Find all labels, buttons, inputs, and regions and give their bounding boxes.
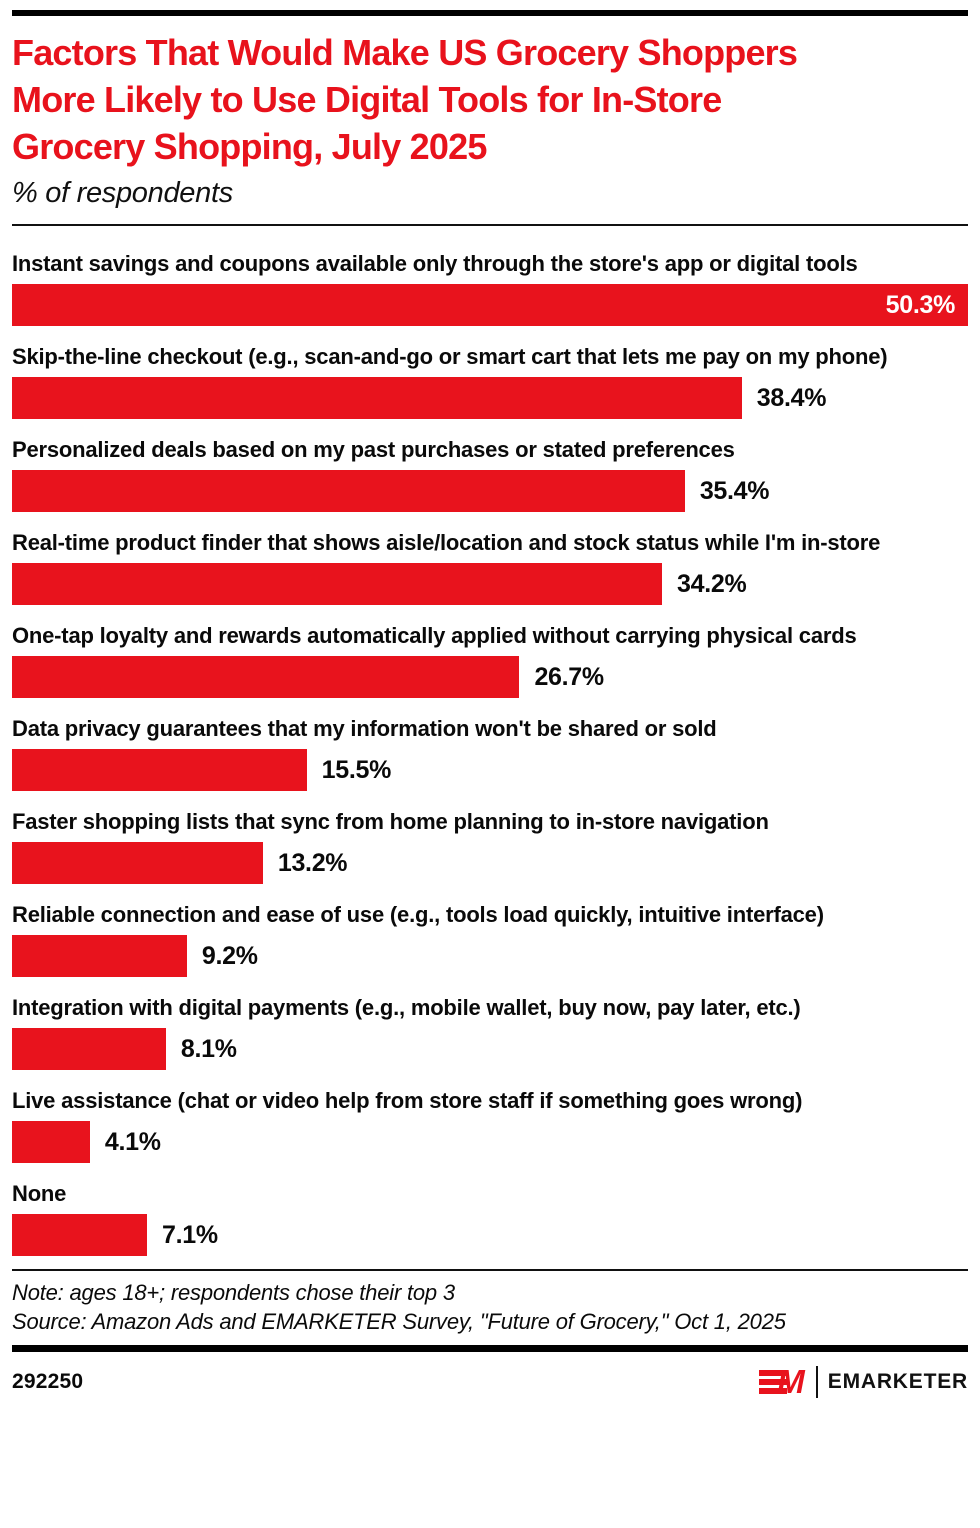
chart-title: Factors That Would Make US Grocery Shopp… [12,29,968,170]
bar-item: Faster shopping lists that sync from hom… [12,807,968,884]
emarketer-monogram-icon: M [759,1363,805,1400]
bar-category-label: Skip-the-line checkout (e.g., scan-and-g… [12,344,888,369]
bar-category-label: None [12,1181,67,1206]
bar-row: 26.7% [12,656,968,698]
bar-category-label: Instant savings and coupons available on… [12,251,858,276]
bar-row: 15.5% [12,749,968,791]
chart-title-line-1: Factors That Would Make US Grocery Shopp… [12,32,798,73]
bar-category-label: Real-time product finder that shows aisl… [12,530,881,555]
bar-item: Data privacy guarantees that my informat… [12,714,968,791]
bar-row: 38.4% [12,377,968,419]
bar-category-label: Personalized deals based on my past purc… [12,437,735,462]
bar-value-label-outside: 4.1% [104,1127,161,1156]
bar [12,656,520,698]
bar-value-label-outside: 34.2% [676,569,747,598]
bar-item: One-tap loyalty and rewards automaticall… [12,621,968,698]
bar [12,563,662,605]
header-rule [12,224,968,226]
monogram-m-letter: M [777,1363,804,1400]
bar-item: Personalized deals based on my past purc… [12,435,968,512]
monogram-e-bars-icon [759,1370,788,1394]
bar-value-label-outside: 26.7% [534,662,604,691]
bar [12,935,187,977]
page: Factors That Would Make US Grocery Shopp… [0,10,980,1398]
source-text: Source: Amazon Ads and EMARKETER Survey,… [12,1309,786,1334]
bar-item: None 7.1% [12,1179,968,1256]
emarketer-logo: M EMARKETER [759,1363,968,1400]
bar-item: Skip-the-line checkout (e.g., scan-and-g… [12,342,968,419]
chart-id: 292250 [12,1370,84,1393]
bar: 50.3% [12,284,968,326]
bar-row: 35.4% [12,470,968,512]
bar-value-label-outside: 8.1% [180,1034,237,1063]
chart-subtitle: % of respondents [12,177,233,209]
bar-item: Instant savings and coupons available on… [12,249,968,326]
bar-value-label-outside: 38.4% [756,383,827,412]
bar-value-label-outside: 13.2% [277,848,348,877]
bar-item: Reliable connection and ease of use (e.g… [12,900,968,977]
bar-item: Real-time product finder that shows aisl… [12,528,968,605]
bar-category-label: Integration with digital payments (e.g.,… [12,995,801,1020]
note-text: Note: ages 18+; respondents chose their … [12,1280,455,1305]
footer-rule-thick [12,1345,968,1352]
bar-category-label: One-tap loyalty and rewards automaticall… [12,623,857,648]
bar-category-label: Live assistance (chat or video help from… [12,1088,803,1113]
bar [12,1028,166,1070]
bar-row: 8.1% [12,1028,968,1070]
top-rule [12,10,968,16]
footnotes: Note: ages 18+; respondents chose their … [12,1278,968,1336]
bar-category-label: Reliable connection and ease of use (e.g… [12,902,824,927]
footer-bottom-row: 292250 M EMARKETER [12,1363,968,1400]
bar [12,470,685,512]
bar-chart: Instant savings and coupons available on… [12,249,968,1256]
bar-row: 50.3% [12,284,968,326]
bar-value-label-outside: 35.4% [699,476,770,505]
bar-category-label: Faster shopping lists that sync from hom… [12,809,769,834]
bar-value-label-inside: 50.3% [885,290,956,319]
bar-value-label-outside: 9.2% [201,941,258,970]
bar [12,1121,90,1163]
bar-row: 7.1% [12,1214,968,1256]
bar [12,842,263,884]
chart-title-line-2: More Likely to Use Digital Tools for In-… [12,79,722,120]
bar-item: Integration with digital payments (e.g.,… [12,993,968,1070]
bar-row: 4.1% [12,1121,968,1163]
bar-category-label: Data privacy guarantees that my informat… [12,716,717,741]
footer-rule-thin [12,1269,968,1271]
bar-row: 9.2% [12,935,968,977]
bar-row: 13.2% [12,842,968,884]
bar [12,377,742,419]
bar-value-label-outside: 15.5% [321,755,392,784]
bar-item: Live assistance (chat or video help from… [12,1086,968,1163]
bar [12,749,307,791]
bar-value-label-outside: 7.1% [161,1220,218,1249]
emarketer-wordmark: EMARKETER [827,1370,968,1393]
logo-divider [815,1366,818,1398]
bar [12,1214,147,1256]
chart-title-line-3: Grocery Shopping, July 2025 [12,126,487,167]
bar-row: 34.2% [12,563,968,605]
